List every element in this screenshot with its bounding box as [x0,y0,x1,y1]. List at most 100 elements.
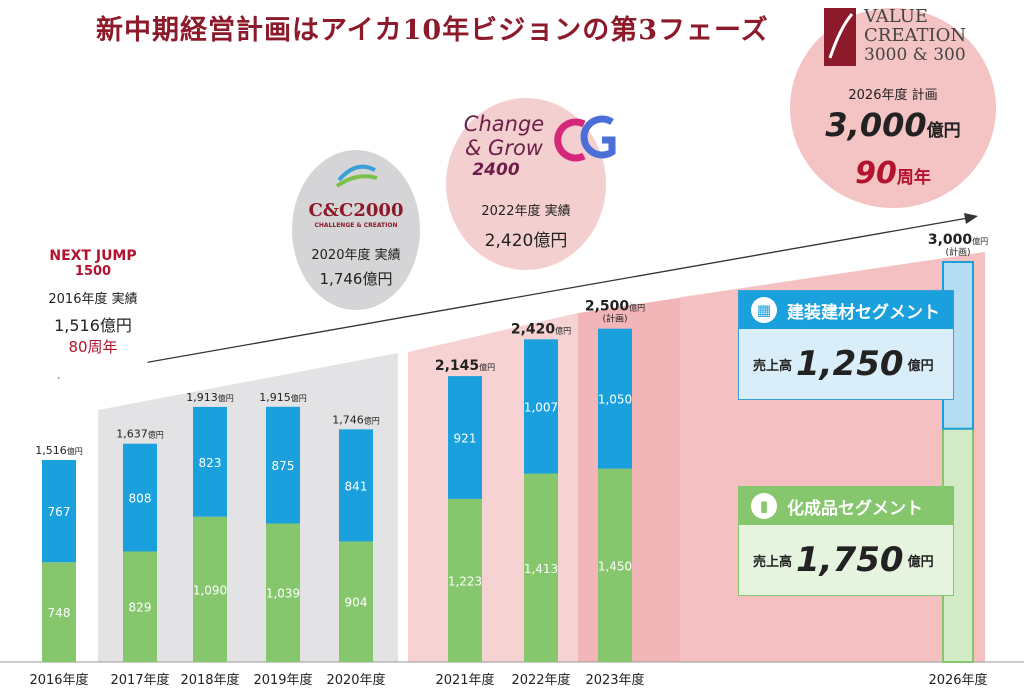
bar-total-label: 1,915億円 [259,391,307,404]
x-tick-label: 2022年度 [511,672,570,688]
bar-value-label-chemical: 748 [48,606,71,620]
vc-logo-line2: CREATION [864,25,967,46]
bar-total-label: 1,746億円 [332,413,380,426]
circle-vc: VALUE CREATION 3000 & 300 2026年度 計画 3,00… [790,6,996,208]
bar-chemical [42,562,76,662]
bar-building [524,339,558,474]
segment-body-building: 売上高 1,250 億円 [739,329,953,399]
cc2000-logo: C&C2000 [308,200,404,221]
building-icon: ▦ [751,297,777,323]
sales-unit-building: 億円 [907,358,934,374]
growth-arrow-head [964,213,978,224]
circle-cg2400: Change & Grow 2400 2022年度 実績 2,420億円 [446,98,616,270]
bar-chemical [524,473,558,662]
segment-name-chemical: 化成品セグメント [787,498,923,519]
sales-label-building: 売上高 [753,358,793,374]
nextjump-label: 2016年度 実績 [48,292,138,307]
bar-value-label-chemical: 829 [129,601,152,615]
x-tick-label: 2023年度 [585,672,644,688]
bar-value-label-building: 1,007 [524,400,558,414]
bar-chemical [448,498,482,662]
vc-value-number: 3,000 [825,106,927,144]
bar-value-label-building: 921 [454,432,477,446]
sales-label-chemical: 売上高 [753,554,793,570]
bar-value-label-chemical: 1,450 [598,559,632,573]
bar-building [123,443,157,552]
vc-label: 2026年度 計画 [848,88,938,103]
bar-value-label-chemical: 904 [345,596,368,610]
circle-nextjump: NEXT JUMP 1500 2016年度 実績 1,516億円 80周年 [18,236,168,386]
bar-chemical [123,551,157,662]
bar-building [193,406,227,517]
bar-chemical [339,541,373,662]
bar-building [448,376,482,499]
bar-total-label: 1,913億円 [186,391,234,404]
bar-value-label-chemical: 1,039 [266,587,300,601]
x-tick-label: 2016年度 [29,672,88,688]
bar-total-label: 1,637億円 [116,428,164,441]
bar-building [42,460,76,563]
segment-head-chemical: ▮ 化成品セグメント [739,487,953,525]
cc2000-logo-sub: CHALLENGE & CREATION [314,222,398,229]
x-tick-label: 2019年度 [253,672,312,688]
bar-value-label-building: 841 [345,479,368,493]
bar-total-label: 1,516億円 [35,444,83,457]
vc-logo-mark [824,8,856,66]
vc-anniv-unit: 周年 [896,168,931,188]
vc-anniversary: 90周年 [790,156,996,191]
nextjump-value: 1,516億円 [54,316,132,335]
bar-value-label-building: 823 [199,456,222,470]
bar-plan-label: (計画) [945,246,970,258]
growth-arrow [57,217,969,379]
chemical-icon: ▮ [751,493,777,519]
bar-chemical [598,468,632,662]
segment-box-chemical: ▮ 化成品セグメント 売上高 1,750 億円 [738,486,954,596]
bar-value-label-chemical: 1,223 [448,574,482,588]
bar-chemical [193,516,227,662]
cg2400-label: 2022年度 実績 [481,204,571,219]
cg2400-logo-line1: Change [463,112,545,136]
bar-total-label: 2,145億円 [435,358,495,374]
nextjump-logo-line2: 1500 [74,264,112,279]
vc-logo-line3: 3000 & 300 [864,45,966,65]
cg2400-logo-line3: 2400 [472,160,520,180]
bar-value-label-building: 1,050 [598,393,632,407]
sales-unit-chemical: 億円 [907,554,934,570]
bar-plan-label: (計画) [602,313,627,325]
bar-building [598,328,632,469]
sales-value-building: 1,250 [796,344,904,384]
bar-value-label-chemical: 1,413 [524,562,558,576]
bar-chemical [266,523,300,662]
nextjump-anniversary: 80周年 [68,338,118,356]
segment-box-building: ▦ 建装建材セグメント 売上高 1,250 億円 [738,290,954,400]
bar-value-label-building: 875 [272,459,295,473]
vc-value-unit: 億円 [926,121,961,141]
bar-value-label-building: 808 [129,492,152,506]
bar-total-label: 2,500億円 [585,299,645,315]
sales-value-chemical: 1,750 [796,540,904,580]
bar-value-label-building: 767 [48,505,71,519]
nextjump-logo-line1: NEXT JUMP [49,248,137,264]
page-title: 新中期経営計画はアイカ10年ビジョンの第3フェーズ [96,15,769,46]
x-tick-label: 2021年度 [435,672,494,688]
cg2400-logo-line2: & Grow [465,136,543,160]
x-tick-label: 2017年度 [110,672,169,688]
vc-logo-line1: VALUE [864,6,929,27]
x-tick-label: 2020年度 [326,672,385,688]
vc-value: 3,000億円 [790,106,996,144]
segment-head-building: ▦ 建装建材セグメント [739,291,953,329]
bar-value-label-chemical: 1,090 [193,583,227,597]
bar-total-label: 3,000億円 [928,232,988,248]
segment-body-chemical: 売上高 1,750 億円 [739,525,953,595]
circle-cc2000: C&C2000 CHALLENGE & CREATION 2020年度 実績 1… [292,150,420,310]
bar-building [266,406,300,524]
cc2000-swirl-icon [335,164,378,188]
x-tick-label: 2018年度 [180,672,239,688]
cc2000-value: 1,746億円 [319,270,393,288]
bar-total-label: 2,420億円 [511,321,571,337]
vc-anniv-number: 90 [855,156,897,191]
x-tick-label: 2026年度 [928,672,987,688]
phase-band-cc2000 [98,353,398,662]
bar-building [339,429,373,542]
